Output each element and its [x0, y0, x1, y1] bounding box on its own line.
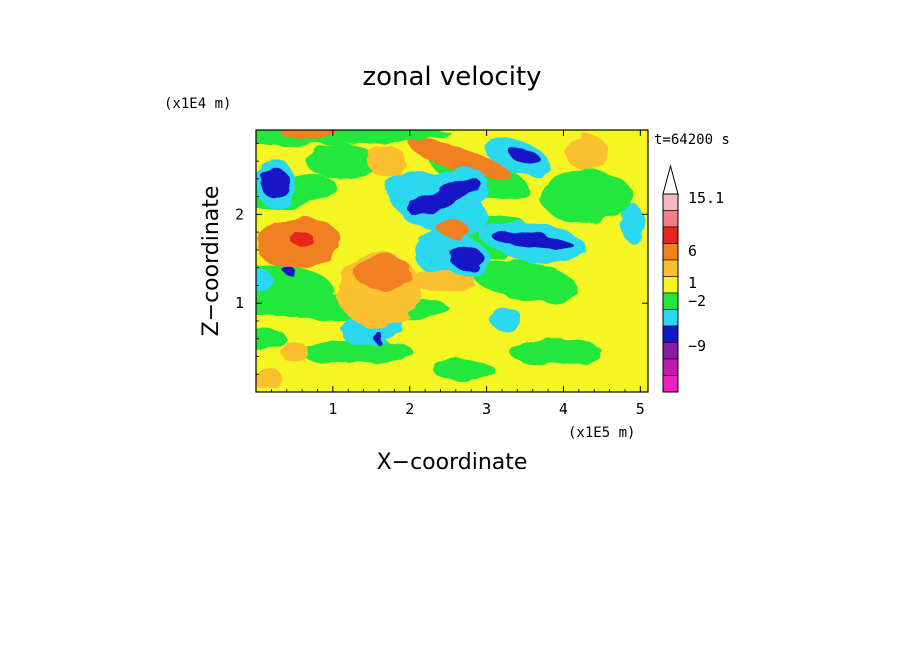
- contour-blob-red: [290, 232, 314, 247]
- colorbar-label: −9: [688, 337, 706, 355]
- x-axis-label: X−coordinate: [377, 450, 528, 475]
- colorbar-label: 6: [688, 242, 697, 260]
- colorbar-level: [662, 210, 679, 228]
- colorbar-level: [662, 276, 679, 294]
- contour-blob-amber: [565, 134, 608, 170]
- contour-blob-green: [298, 339, 414, 365]
- colorbar-label: −2: [688, 292, 706, 310]
- contour-blob-blue: [508, 148, 542, 166]
- heatmap-field: [256, 130, 648, 392]
- colorbar-level: [662, 358, 679, 376]
- time-label: t=64200 s: [654, 132, 730, 148]
- y-scale-label: (x1E4 m): [164, 96, 231, 112]
- contour-blob-green: [305, 143, 376, 179]
- colorbar-level: [662, 226, 679, 244]
- colorbar-level: [662, 325, 679, 343]
- colorbar-level: [662, 243, 679, 261]
- contour-blob-green: [540, 169, 633, 224]
- x-tick-label: 4: [559, 400, 568, 418]
- contour-blob-amber: [280, 341, 308, 363]
- contour-blob-amber: [367, 145, 406, 178]
- colorbar: 15.1 6 1−2 −9: [662, 164, 724, 393]
- y-tick-label: 2: [235, 205, 244, 223]
- x-tick-label: 5: [636, 400, 645, 418]
- contour-blob-green: [509, 338, 602, 366]
- contour-blob-blue: [260, 168, 290, 199]
- chart-title: zonal velocity: [362, 62, 541, 92]
- contour-blob-blue: [408, 178, 480, 216]
- x-tick-label: 3: [482, 400, 491, 418]
- contour-blob-amber: [256, 368, 283, 390]
- colorbar-level: [662, 309, 679, 327]
- contour-blob-green: [256, 328, 287, 350]
- colorbar-label: 1: [688, 274, 697, 292]
- x-tick-label: 2: [405, 400, 414, 418]
- y-axis-label: Z−coordinate: [199, 186, 224, 337]
- contour-blob-blue: [283, 267, 298, 277]
- contour-blob-orange: [434, 218, 470, 237]
- colorbar-frame: [662, 193, 679, 393]
- y-axis-ticks: 12: [235, 142, 648, 375]
- contour-blob-cyan: [490, 306, 522, 332]
- colorbar-level: [662, 375, 679, 393]
- colorbar-level: [662, 193, 679, 211]
- contour-blob-green: [471, 259, 579, 303]
- contour-blob-cyan: [256, 270, 274, 292]
- colorbar-label: 15.1: [688, 189, 724, 207]
- contour-blob-green: [432, 359, 495, 381]
- colorbar-level: [662, 342, 679, 360]
- plot-frame: [255, 129, 649, 393]
- colorbar-level: [662, 259, 679, 277]
- contour-blob-orange: [279, 130, 341, 139]
- x-axis-ticks: 1 2 3 4 5: [270, 130, 645, 418]
- contour-blob-cyan: [621, 203, 645, 243]
- contour-blob-blue: [375, 332, 383, 345]
- contour-blob-orange: [354, 254, 412, 290]
- y-tick-label: 1: [235, 294, 244, 312]
- contour-blob-orange: [408, 139, 511, 180]
- contour-blob-blue: [450, 247, 485, 271]
- x-tick-label: 1: [328, 400, 337, 418]
- colorbar-extend-arrow: [662, 164, 679, 195]
- x-scale-label: (x1E5 m): [568, 425, 635, 441]
- contour-blob-blue: [490, 231, 575, 251]
- colorbar-level: [662, 292, 679, 310]
